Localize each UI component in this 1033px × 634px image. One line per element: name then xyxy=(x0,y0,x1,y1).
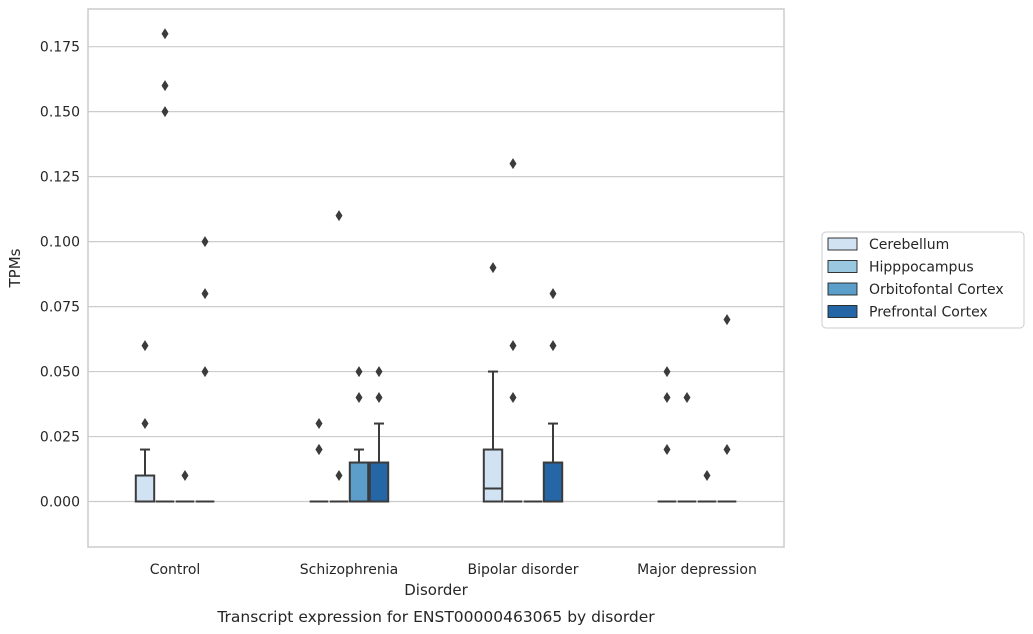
legend: Cerebellum Hipppocampus Orbitofontal Corte… xyxy=(821,231,1025,329)
box xyxy=(348,461,370,503)
outlier-point xyxy=(181,470,189,482)
outlier-point xyxy=(141,340,149,352)
x-tick-label: Control xyxy=(150,562,201,578)
outlier-point xyxy=(723,314,731,326)
y-tick-label: 0.125 xyxy=(40,170,80,186)
y-tick-label: 0.175 xyxy=(40,40,80,56)
x-tick-label: Bipolar disorder xyxy=(467,562,578,578)
box-group xyxy=(134,340,156,503)
outlier-point xyxy=(549,288,557,300)
outlier-point xyxy=(683,392,691,404)
box-group xyxy=(368,366,390,503)
box-plots xyxy=(134,28,737,503)
legend-swatch xyxy=(827,237,858,251)
outlier-point xyxy=(375,366,383,378)
box-group xyxy=(717,314,737,503)
legend-frame xyxy=(821,231,1025,329)
outlier-point xyxy=(489,262,497,274)
legend-label: Prefrontal Cortex xyxy=(869,305,988,321)
outlier-point xyxy=(315,444,323,456)
box-group xyxy=(309,418,329,503)
legend-label: Hipppocampus xyxy=(869,260,974,276)
outlier-point xyxy=(509,158,517,170)
outlier-point xyxy=(723,444,731,456)
grid-lines xyxy=(88,46,784,503)
legend-swatch xyxy=(827,305,858,318)
y-axis-label: TPMs xyxy=(6,248,24,288)
outlier-point xyxy=(663,366,671,378)
y-tick-label: 0.050 xyxy=(40,365,80,381)
legend-swatch xyxy=(827,260,858,273)
box-group xyxy=(503,158,523,503)
outlier-point xyxy=(201,236,209,248)
y-tick-label: 0.000 xyxy=(40,495,80,511)
outlier-point xyxy=(663,392,671,404)
outlier-point xyxy=(509,392,517,404)
box-group xyxy=(657,366,677,503)
outlier-point xyxy=(161,106,169,118)
box-group xyxy=(155,28,175,503)
x-tick-label: Schizophrenia xyxy=(300,562,398,578)
outlier-point xyxy=(161,28,169,40)
y-tick-label: 0.100 xyxy=(40,235,80,251)
box-group xyxy=(195,236,215,503)
outlier-point xyxy=(201,366,209,378)
box-group xyxy=(329,210,349,503)
box xyxy=(482,448,504,503)
y-axis-ticks: 0.000 0.025 0.050 0.075 0.100 0.125 0.150 0.175 xyxy=(40,40,80,511)
y-tick-label: 0.025 xyxy=(40,430,80,446)
legend-label: Orbitofontal Cortex xyxy=(869,282,1004,298)
outlier-point xyxy=(335,470,343,482)
outlier-point xyxy=(315,418,323,430)
x-tick-label: Major depression xyxy=(637,562,757,578)
outlier-point xyxy=(161,80,169,92)
box xyxy=(134,474,156,503)
outlier-point xyxy=(509,340,517,352)
outlier-point xyxy=(201,288,209,300)
box-group xyxy=(348,366,370,503)
box-group xyxy=(542,288,564,503)
box-group xyxy=(697,470,717,503)
y-tick-label: 0.075 xyxy=(40,300,80,316)
plot-frame xyxy=(87,8,785,548)
box-group xyxy=(175,470,195,503)
outlier-point xyxy=(355,366,363,378)
outlier-point xyxy=(141,418,149,430)
x-axis-ticks: Control Schizophrenia Bipolar disorder Majo… xyxy=(150,562,757,578)
legend-swatch xyxy=(827,282,858,296)
x-axis-label: Disorder xyxy=(404,581,468,599)
box-group xyxy=(677,392,697,503)
outlier-point xyxy=(335,210,343,222)
box xyxy=(542,461,564,503)
chart-caption: Transcript expression for ENST0000046306… xyxy=(216,608,655,626)
y-tick-label: 0.150 xyxy=(40,105,80,121)
outlier-point xyxy=(663,444,671,456)
box xyxy=(368,461,390,503)
outlier-point xyxy=(549,340,557,352)
box-group xyxy=(482,262,504,503)
legend-label: Cerebellum xyxy=(869,237,949,253)
outlier-point xyxy=(703,470,711,482)
outlier-point xyxy=(355,392,363,404)
outlier-point xyxy=(375,392,383,404)
